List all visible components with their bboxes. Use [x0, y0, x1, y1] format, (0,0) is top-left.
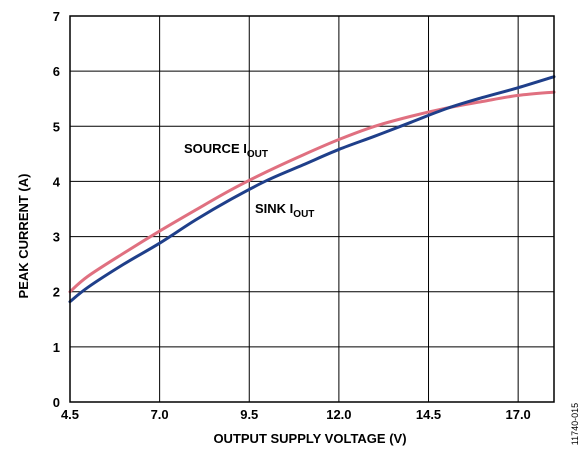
tick-labels: 4.5 7.0 9.5 12.0 14.5 17.0 0 1 2 3 4 5 6 7	[53, 9, 531, 422]
plot-frame	[69, 15, 555, 403]
y-tick-label: 4	[53, 174, 61, 189]
y-tick-label: 2	[53, 285, 60, 300]
y-tick-label: 0	[53, 395, 60, 410]
sink-current-line	[68, 75, 556, 304]
x-tick-label: 14.5	[416, 407, 441, 422]
x-tick-label: 4.5	[61, 407, 79, 422]
y-tick-label: 1	[53, 340, 60, 355]
y-tick-label: 7	[53, 9, 60, 24]
figure-id: 11740-015	[570, 403, 580, 445]
source-series-label-text: SOURCE I	[184, 141, 247, 156]
sink-series-label-text: SINK I	[255, 201, 293, 216]
y-tick-label: 5	[53, 119, 60, 134]
source-series-label: SOURCE IOUT	[184, 141, 268, 160]
source-series-label-subscript: OUT	[247, 149, 268, 160]
x-tick-label: 7.0	[151, 407, 169, 422]
y-axis-title: PEAK CURRENT (A)	[16, 174, 31, 299]
x-axis-title: OUTPUT SUPPLY VOLTAGE (V)	[213, 431, 406, 446]
series-lines	[68, 75, 556, 304]
y-tick-label: 3	[53, 230, 60, 245]
x-tick-label: 17.0	[505, 407, 530, 422]
source-current-line	[68, 90, 556, 294]
x-tick-label: 9.5	[240, 407, 258, 422]
sink-series-label-subscript: OUT	[293, 209, 314, 220]
x-tick-label: 12.0	[326, 407, 351, 422]
y-tick-label: 6	[53, 64, 60, 79]
sink-series-label: SINK IOUT	[255, 201, 314, 220]
